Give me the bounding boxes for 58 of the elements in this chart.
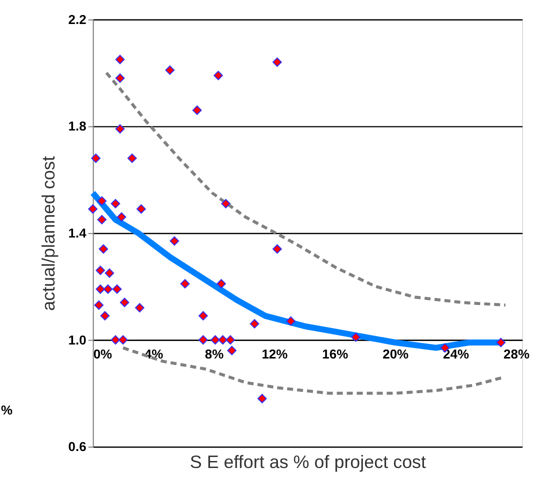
x-tick-label: 12%	[262, 346, 288, 362]
point	[221, 198, 230, 208]
point	[226, 335, 236, 344]
point	[118, 335, 128, 344]
point	[120, 298, 130, 308]
point	[96, 266, 106, 276]
y-tick-label: 2.2	[68, 12, 86, 27]
x-tick-label: 16%	[322, 346, 349, 362]
point	[198, 335, 208, 344]
point	[165, 65, 175, 75]
point	[272, 57, 282, 67]
y-tick-label: 1.0	[68, 332, 86, 348]
point	[286, 316, 296, 326]
point	[97, 196, 107, 206]
x-tick-label: 0%	[93, 346, 113, 362]
point	[116, 212, 126, 222]
point	[227, 346, 237, 356]
x-axis-title: S E effort as % of project cost	[190, 452, 426, 472]
point	[218, 335, 228, 344]
point	[257, 394, 267, 404]
point	[94, 300, 104, 310]
point	[115, 124, 125, 134]
point	[192, 106, 202, 115]
point	[135, 303, 144, 312]
point	[97, 214, 107, 224]
x-tick-label: 8%	[204, 346, 224, 362]
point	[210, 335, 220, 344]
point	[216, 279, 226, 288]
x-tick-label: 28%	[504, 346, 530, 362]
point	[98, 244, 108, 254]
point	[198, 311, 208, 320]
y-tick-label: 1.8	[68, 118, 86, 134]
point	[180, 279, 190, 288]
point	[115, 73, 125, 83]
point	[127, 154, 137, 163]
point	[496, 338, 506, 348]
point	[100, 311, 110, 320]
point	[115, 54, 125, 64]
y-tick-label: 0.6	[68, 439, 86, 454]
x-tick-label: 20%	[382, 346, 410, 362]
y-tick-label: 1.4	[68, 226, 88, 241]
line-series	[104, 71, 507, 307]
point	[272, 244, 282, 254]
point	[110, 335, 120, 344]
point	[170, 236, 180, 246]
y-axis-title: actual/planned cost	[38, 156, 58, 311]
point	[96, 284, 106, 294]
text: %	[1, 402, 13, 418]
point	[250, 319, 260, 328]
point	[110, 198, 120, 208]
point	[112, 284, 122, 294]
point	[136, 204, 146, 214]
point	[88, 204, 98, 214]
point	[351, 332, 360, 342]
point	[214, 70, 223, 80]
point	[104, 268, 114, 278]
point	[91, 154, 101, 163]
point	[103, 284, 113, 294]
